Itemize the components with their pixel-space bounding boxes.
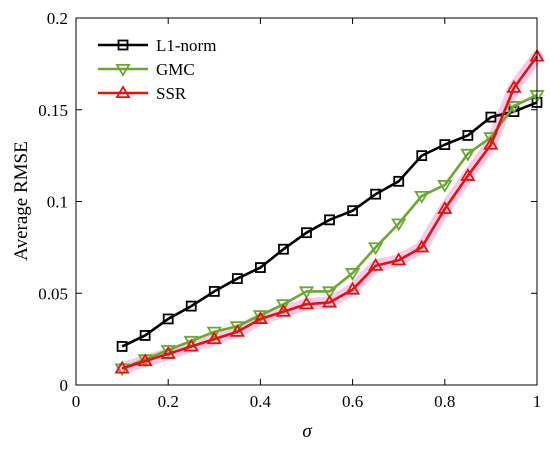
legend-label: GMC	[156, 60, 195, 79]
series-0-point	[370, 188, 382, 200]
plot-area	[76, 18, 537, 385]
series-0-point	[162, 313, 174, 325]
series-0-point	[324, 214, 335, 226]
series-0-point	[439, 139, 451, 151]
x-tick-label: 0.2	[158, 392, 179, 411]
series-0-point	[116, 341, 128, 352]
series-2-point	[437, 201, 453, 214]
series-1-point	[414, 190, 430, 204]
series-0-point	[393, 175, 405, 187]
series-1-point	[368, 242, 384, 256]
series-line-2	[121, 55, 539, 370]
series-1-point	[206, 326, 222, 340]
series-2-point	[160, 345, 176, 359]
legend: L1-norm GMC SSR	[98, 36, 216, 103]
series-2-point	[391, 252, 407, 266]
series-layer	[114, 48, 545, 377]
series-0-point	[416, 150, 428, 162]
series-0-point	[139, 330, 151, 341]
series-0	[116, 97, 543, 352]
series-1-point	[275, 299, 292, 313]
series-line-0	[121, 101, 538, 348]
series-1-point	[321, 286, 338, 300]
y-tick-label: 0.15	[38, 101, 68, 120]
series-0-point	[231, 273, 243, 284]
series-1-point	[391, 218, 407, 232]
series-0-point	[254, 262, 266, 273]
series-2-point	[229, 323, 245, 337]
series-0-point	[462, 130, 474, 141]
legend-item-2: SSR	[98, 84, 187, 103]
x-tick-label: 1	[533, 392, 542, 411]
series-2-point	[206, 331, 222, 345]
legend-label: SSR	[156, 84, 187, 103]
legend-marker	[115, 63, 131, 77]
legend-item-0: L1-norm	[98, 36, 216, 55]
series-1-point	[229, 321, 245, 335]
series-0-point	[301, 227, 312, 239]
series-2-point	[137, 353, 153, 367]
series-1-point	[460, 148, 476, 162]
series-2-point	[344, 281, 361, 295]
legend-label: L1-norm	[156, 36, 216, 55]
series-0-point	[208, 286, 220, 297]
series-1-point	[298, 286, 315, 300]
legend-item-1: GMC	[98, 60, 195, 79]
legend-marker	[117, 39, 129, 51]
series-2	[114, 48, 545, 374]
axes-layer: 0 0.2 0.4 0.6 0.8 1 0 0.05 0.1 0.15 0.2	[38, 9, 541, 411]
series-2-point	[114, 360, 130, 374]
series-0-point	[485, 111, 497, 123]
series-2-point	[414, 239, 430, 253]
x-axis-label: σ	[302, 421, 312, 442]
series-2-point	[298, 296, 315, 310]
legend-marker	[115, 85, 131, 99]
x-tick-label: 0	[72, 392, 81, 411]
series-2-point	[368, 257, 384, 271]
series-0-point	[278, 243, 289, 255]
y-tick-label: 0	[60, 376, 69, 395]
series-1-point	[344, 268, 361, 281]
x-tick-label: 0.8	[434, 392, 455, 411]
series-2-point	[275, 303, 292, 317]
series-2-point	[183, 338, 199, 352]
series-1-point	[437, 179, 453, 193]
y-tick-label: 0.05	[38, 284, 68, 303]
y-tick-label: 0.1	[47, 193, 68, 212]
x-tick-label: 0.4	[250, 392, 272, 411]
series-2-point	[252, 311, 269, 324]
series-2-point	[483, 136, 499, 150]
series-2-point	[506, 79, 522, 93]
series-1-point	[506, 101, 522, 114]
series-0-point	[185, 300, 197, 312]
series-0-point	[347, 205, 359, 217]
y-tick-label: 0.2	[47, 9, 68, 28]
series-1-point	[183, 335, 199, 349]
y-axis-label: Average RMSE	[11, 141, 32, 260]
series-1-point	[114, 363, 130, 377]
x-tick-label: 0.6	[342, 392, 363, 411]
series-2-point	[321, 294, 338, 308]
series-2-point	[460, 167, 476, 181]
